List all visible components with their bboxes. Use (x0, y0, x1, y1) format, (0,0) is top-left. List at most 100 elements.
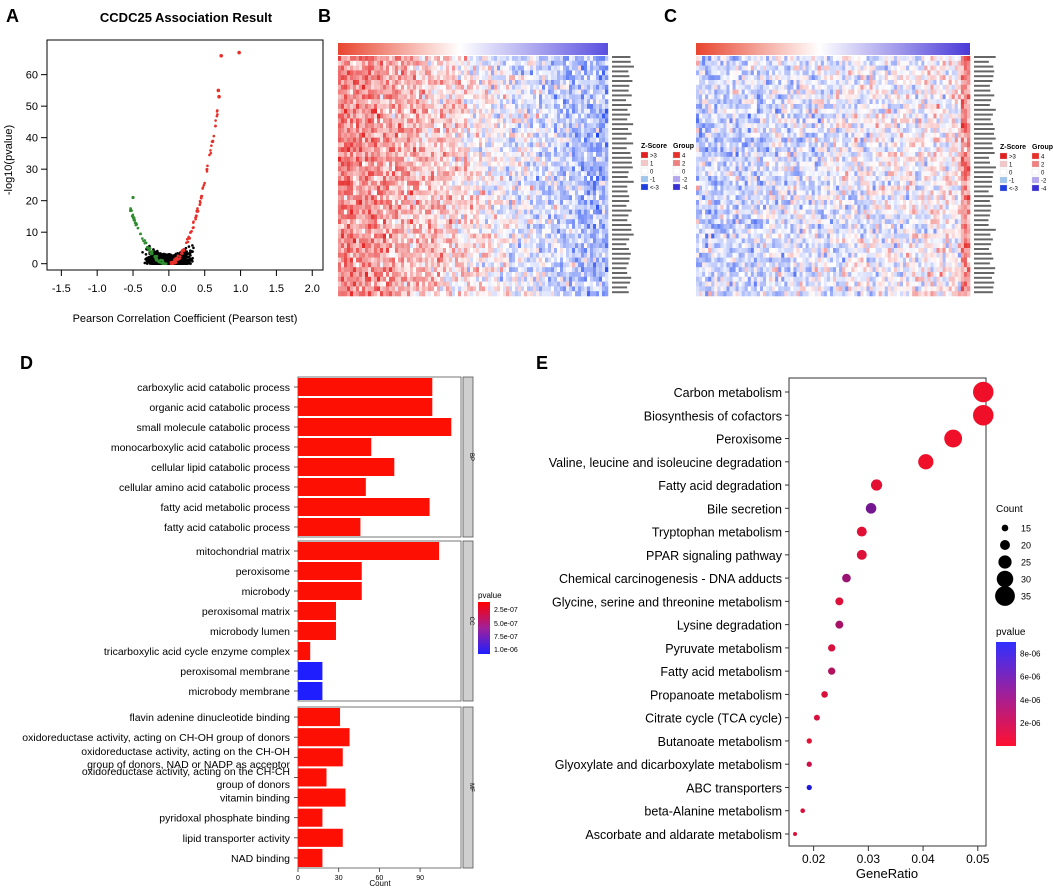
heatmap-cell (464, 286, 468, 292)
heatmap-cell (452, 214, 456, 220)
heatmap-cell (362, 252, 366, 258)
heatmap-cell (431, 272, 435, 278)
heatmap-cell (440, 224, 444, 230)
heatmap-cell (422, 281, 426, 287)
heatmap-cell (383, 132, 387, 138)
heatmap-cell (371, 123, 375, 129)
heatmap-cell (404, 166, 408, 172)
heatmap-cell (362, 75, 366, 81)
heatmap-cell (398, 94, 402, 100)
heatmap-cell (365, 176, 369, 182)
heatmap-cell (449, 286, 453, 292)
heatmap-cell (452, 166, 456, 172)
heatmap-cell (389, 185, 393, 191)
heatmap-cell (422, 185, 426, 191)
heatmap-cell (464, 243, 468, 249)
heatmap-cell (374, 262, 378, 268)
heatmap-cell (443, 113, 447, 119)
heatmap-cell (377, 152, 381, 158)
heatmap-cell (416, 190, 420, 196)
heatmap-cell (389, 108, 393, 114)
heatmap-cell (449, 84, 453, 90)
heatmap-cell (392, 142, 396, 148)
heatmap-cell (368, 161, 372, 167)
heatmap-cell (413, 104, 417, 110)
heatmap-cell (371, 65, 375, 71)
heatmap-cell (458, 60, 462, 66)
heatmap-cell (413, 238, 417, 244)
heatmap-cell (404, 60, 408, 66)
heatmap-cell (464, 166, 468, 172)
heatmap-cell (365, 80, 369, 86)
heatmap-cell (449, 80, 453, 86)
heatmap-cell (413, 147, 417, 153)
heatmap-cell (428, 204, 432, 210)
heatmap-cell (395, 161, 399, 167)
heatmap-cell (458, 171, 462, 177)
heatmap-cell (362, 248, 366, 254)
heatmap-cell (458, 56, 462, 62)
heatmap-cell (350, 267, 354, 273)
heatmap-cell (362, 209, 366, 215)
heatmap-cell (377, 65, 381, 71)
heatmap-cell (368, 262, 372, 268)
heatmap-cell (371, 185, 375, 191)
heatmap-cell (362, 243, 366, 249)
heatmap-cell (425, 56, 429, 62)
heatmap-cell (359, 161, 363, 167)
heatmap-cell (455, 65, 459, 71)
heatmap-cell (455, 272, 459, 278)
heatmap-cell (413, 156, 417, 162)
heatmap-cell (347, 89, 351, 95)
volcano-point (219, 53, 224, 58)
heatmap-cell (350, 171, 354, 177)
heatmap-cell (419, 195, 423, 201)
heatmap-cell (449, 156, 453, 162)
heatmap-cell (410, 267, 414, 273)
heatmap-cell (359, 56, 363, 62)
heatmap-cell (338, 257, 342, 263)
heatmap-cell (464, 291, 468, 297)
heatmap-cell (395, 128, 399, 134)
heatmap-cell (341, 89, 345, 95)
heatmap-cell (419, 65, 423, 71)
heatmap-cell (449, 99, 453, 105)
heatmap-cell (356, 94, 360, 100)
heatmap-cell (377, 80, 381, 86)
heatmap-cell (461, 276, 465, 282)
heatmap-cell (440, 171, 444, 177)
heatmap-cell (383, 200, 387, 206)
heatmap-cell (383, 276, 387, 282)
heatmap-cell (446, 84, 450, 90)
heatmap-cell (419, 75, 423, 81)
heatmap-cell (464, 80, 468, 86)
heatmap-cell (386, 118, 390, 124)
heatmap-cell (443, 185, 447, 191)
heatmap-cell (350, 252, 354, 258)
heatmap-cell (413, 171, 417, 177)
heatmap-cell (452, 195, 456, 201)
heatmap-cell (455, 132, 459, 138)
heatmap-cell (338, 147, 342, 153)
heatmap-cell (356, 56, 360, 62)
heatmap-cell (461, 166, 465, 172)
heatmap-cell (338, 190, 342, 196)
heatmap-cell (428, 128, 432, 134)
heatmap-cell (431, 70, 435, 76)
heatmap-cell (377, 248, 381, 254)
heatmap-cell (419, 147, 423, 153)
heatmap-cell (392, 137, 396, 143)
heatmap-cell (392, 238, 396, 244)
heatmap-cell (461, 152, 465, 158)
heatmap-cell (467, 195, 471, 201)
volcano-x-tick-label: 1.5 (269, 283, 284, 295)
heatmap-cell (398, 243, 402, 249)
heatmap-cell (461, 108, 465, 114)
heatmap-cell (440, 180, 444, 186)
heatmap-cell (437, 156, 441, 162)
heatmap-cell (440, 113, 444, 119)
heatmap-cell (371, 99, 375, 105)
heatmap-cell (356, 281, 360, 287)
heatmap-cell (449, 180, 453, 186)
heatmap-cell (413, 248, 417, 254)
